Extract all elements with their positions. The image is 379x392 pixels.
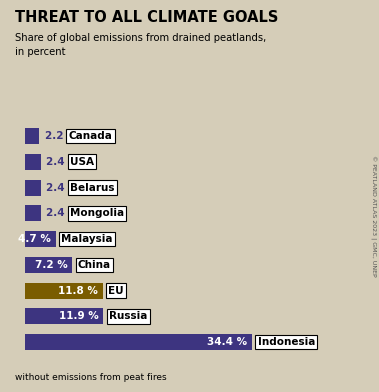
- Bar: [25, 283, 103, 299]
- Text: 4.7 %: 4.7 %: [18, 234, 51, 244]
- Text: Belarus: Belarus: [70, 183, 114, 192]
- Text: Canada: Canada: [69, 131, 113, 141]
- Bar: [25, 154, 41, 170]
- Text: 11.9 %: 11.9 %: [59, 311, 99, 321]
- Text: 11.8 %: 11.8 %: [58, 285, 98, 296]
- Text: Russia: Russia: [109, 311, 147, 321]
- Bar: [25, 257, 72, 273]
- Text: © PEATLAND ATLAS 2023 | GMC, UNEP: © PEATLAND ATLAS 2023 | GMC, UNEP: [370, 155, 376, 276]
- Text: 7.2 %: 7.2 %: [35, 260, 68, 270]
- Text: Malaysia: Malaysia: [61, 234, 113, 244]
- Text: 2.4 %: 2.4 %: [46, 183, 79, 192]
- Text: 2.4 %: 2.4 %: [46, 157, 79, 167]
- Text: 2.2 %: 2.2 %: [45, 131, 77, 141]
- Text: EU: EU: [108, 285, 124, 296]
- Text: without emissions from peat fires: without emissions from peat fires: [15, 373, 167, 382]
- Bar: [25, 231, 56, 247]
- Text: Mongolia: Mongolia: [70, 208, 124, 218]
- Text: THREAT TO ALL CLIMATE GOALS: THREAT TO ALL CLIMATE GOALS: [15, 10, 279, 25]
- Text: Share of global emissions from drained peatlands,
in percent: Share of global emissions from drained p…: [15, 33, 266, 57]
- Bar: [25, 205, 41, 221]
- Text: USA: USA: [70, 157, 94, 167]
- Text: 2.4 %: 2.4 %: [46, 208, 79, 218]
- Text: China: China: [78, 260, 111, 270]
- Bar: [25, 180, 41, 196]
- Bar: [25, 309, 103, 324]
- Bar: [25, 334, 252, 350]
- Bar: [25, 128, 39, 144]
- Text: 34.4 %: 34.4 %: [207, 337, 247, 347]
- Text: Indonesia: Indonesia: [258, 337, 315, 347]
